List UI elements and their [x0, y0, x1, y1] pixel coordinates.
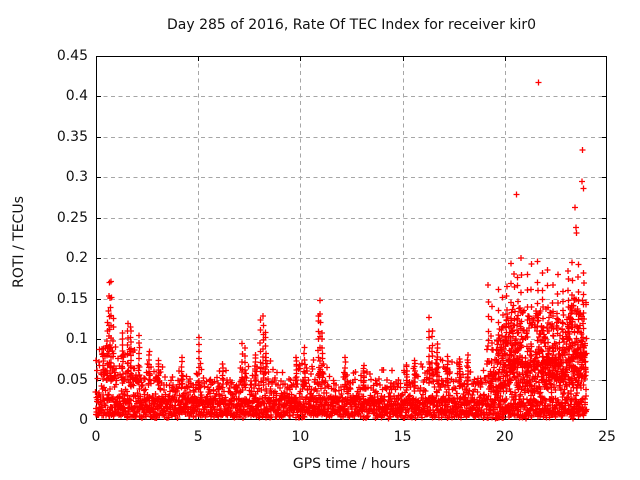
y-tick-label-0: 0 — [79, 412, 88, 428]
x-tick-label-20: 20 — [495, 429, 514, 445]
gridlines — [96, 56, 607, 420]
y-tick-label-0.35: 0.35 — [56, 128, 88, 145]
plot-area — [92, 56, 607, 422]
y-axis-label: ROTI / TECUs — [11, 196, 27, 288]
scatter-points — [92, 79, 590, 422]
y-tick-label-0.25: 0.25 — [56, 209, 88, 226]
y-tick-label-0.15: 0.15 — [56, 290, 88, 307]
x-tick-label-0: 0 — [91, 429, 101, 445]
x-axis-label: GPS time / hours — [292, 456, 411, 472]
y-tick-label-0.05: 0.05 — [56, 371, 88, 388]
x-tick-label-10: 10 — [291, 429, 310, 445]
y-tick-label-0.45: 0.45 — [56, 48, 88, 64]
chart-title: Day 285 of 2016, Rate Of TEC Index for r… — [166, 17, 537, 33]
y-tick-label-0.3: 0.3 — [65, 169, 88, 186]
y-tick-label-0.2: 0.2 — [65, 250, 88, 267]
x-tick-label-25: 25 — [598, 429, 616, 445]
x-tick-label-15: 15 — [393, 429, 412, 445]
y-tick-label-0.1: 0.1 — [65, 331, 88, 348]
y-tick-label-0.4: 0.4 — [65, 88, 88, 105]
x-tick-label-5: 5 — [193, 429, 203, 445]
